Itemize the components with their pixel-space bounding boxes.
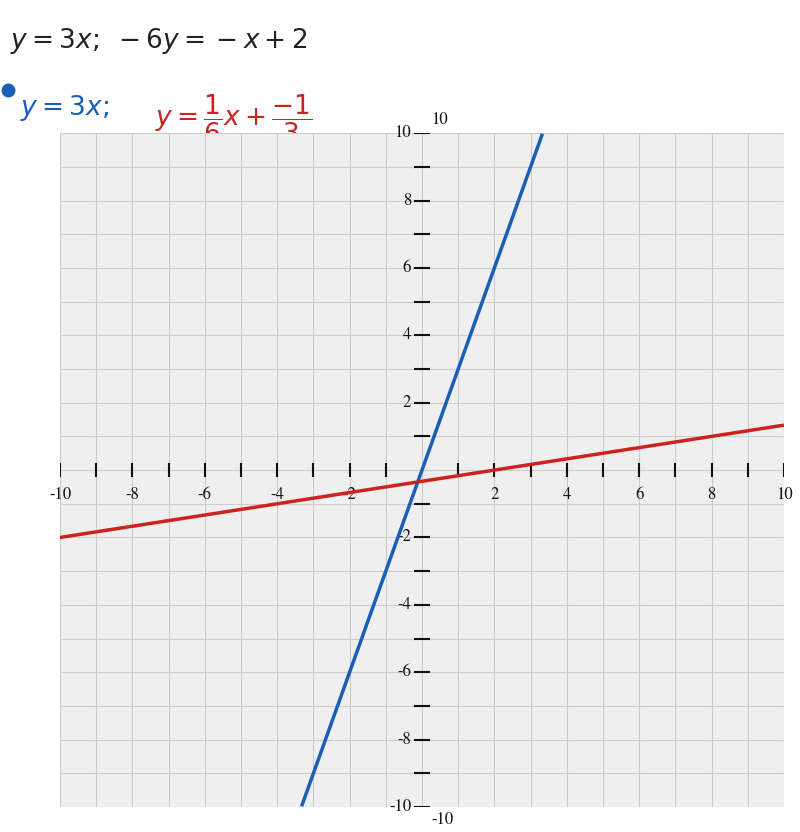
Text: -8: -8 xyxy=(398,731,411,748)
Text: -6: -6 xyxy=(198,487,212,503)
Text: 4: 4 xyxy=(562,487,571,503)
Text: $y = \dfrac{1}{6}x + \dfrac{-1}{3}$: $y = \dfrac{1}{6}x + \dfrac{-1}{3}$ xyxy=(155,93,313,145)
Text: -4: -4 xyxy=(270,487,284,503)
Text: 8: 8 xyxy=(403,192,411,209)
Text: 4: 4 xyxy=(402,327,411,344)
Text: 10: 10 xyxy=(431,112,448,128)
Text: -2: -2 xyxy=(398,529,411,546)
Text: 6: 6 xyxy=(402,260,411,276)
Text: -10: -10 xyxy=(431,812,453,828)
Text: 8: 8 xyxy=(707,487,716,503)
Text: -10: -10 xyxy=(389,799,411,815)
Text: -2: -2 xyxy=(342,487,357,503)
Text: -6: -6 xyxy=(398,664,411,681)
Text: $y = 3x;\ $: $y = 3x;\ $ xyxy=(20,93,109,123)
Text: $y = 3x;\ -6y = -x + 2$: $y = 3x;\ -6y = -x + 2$ xyxy=(10,26,307,56)
Text: -8: -8 xyxy=(126,487,139,503)
Text: -10: -10 xyxy=(49,487,71,503)
Text: -4: -4 xyxy=(398,597,411,613)
Text: 10: 10 xyxy=(394,125,411,141)
Text: 6: 6 xyxy=(635,487,643,503)
Text: 2: 2 xyxy=(490,487,498,503)
Text: 2: 2 xyxy=(402,394,411,411)
Text: 10: 10 xyxy=(776,487,792,503)
